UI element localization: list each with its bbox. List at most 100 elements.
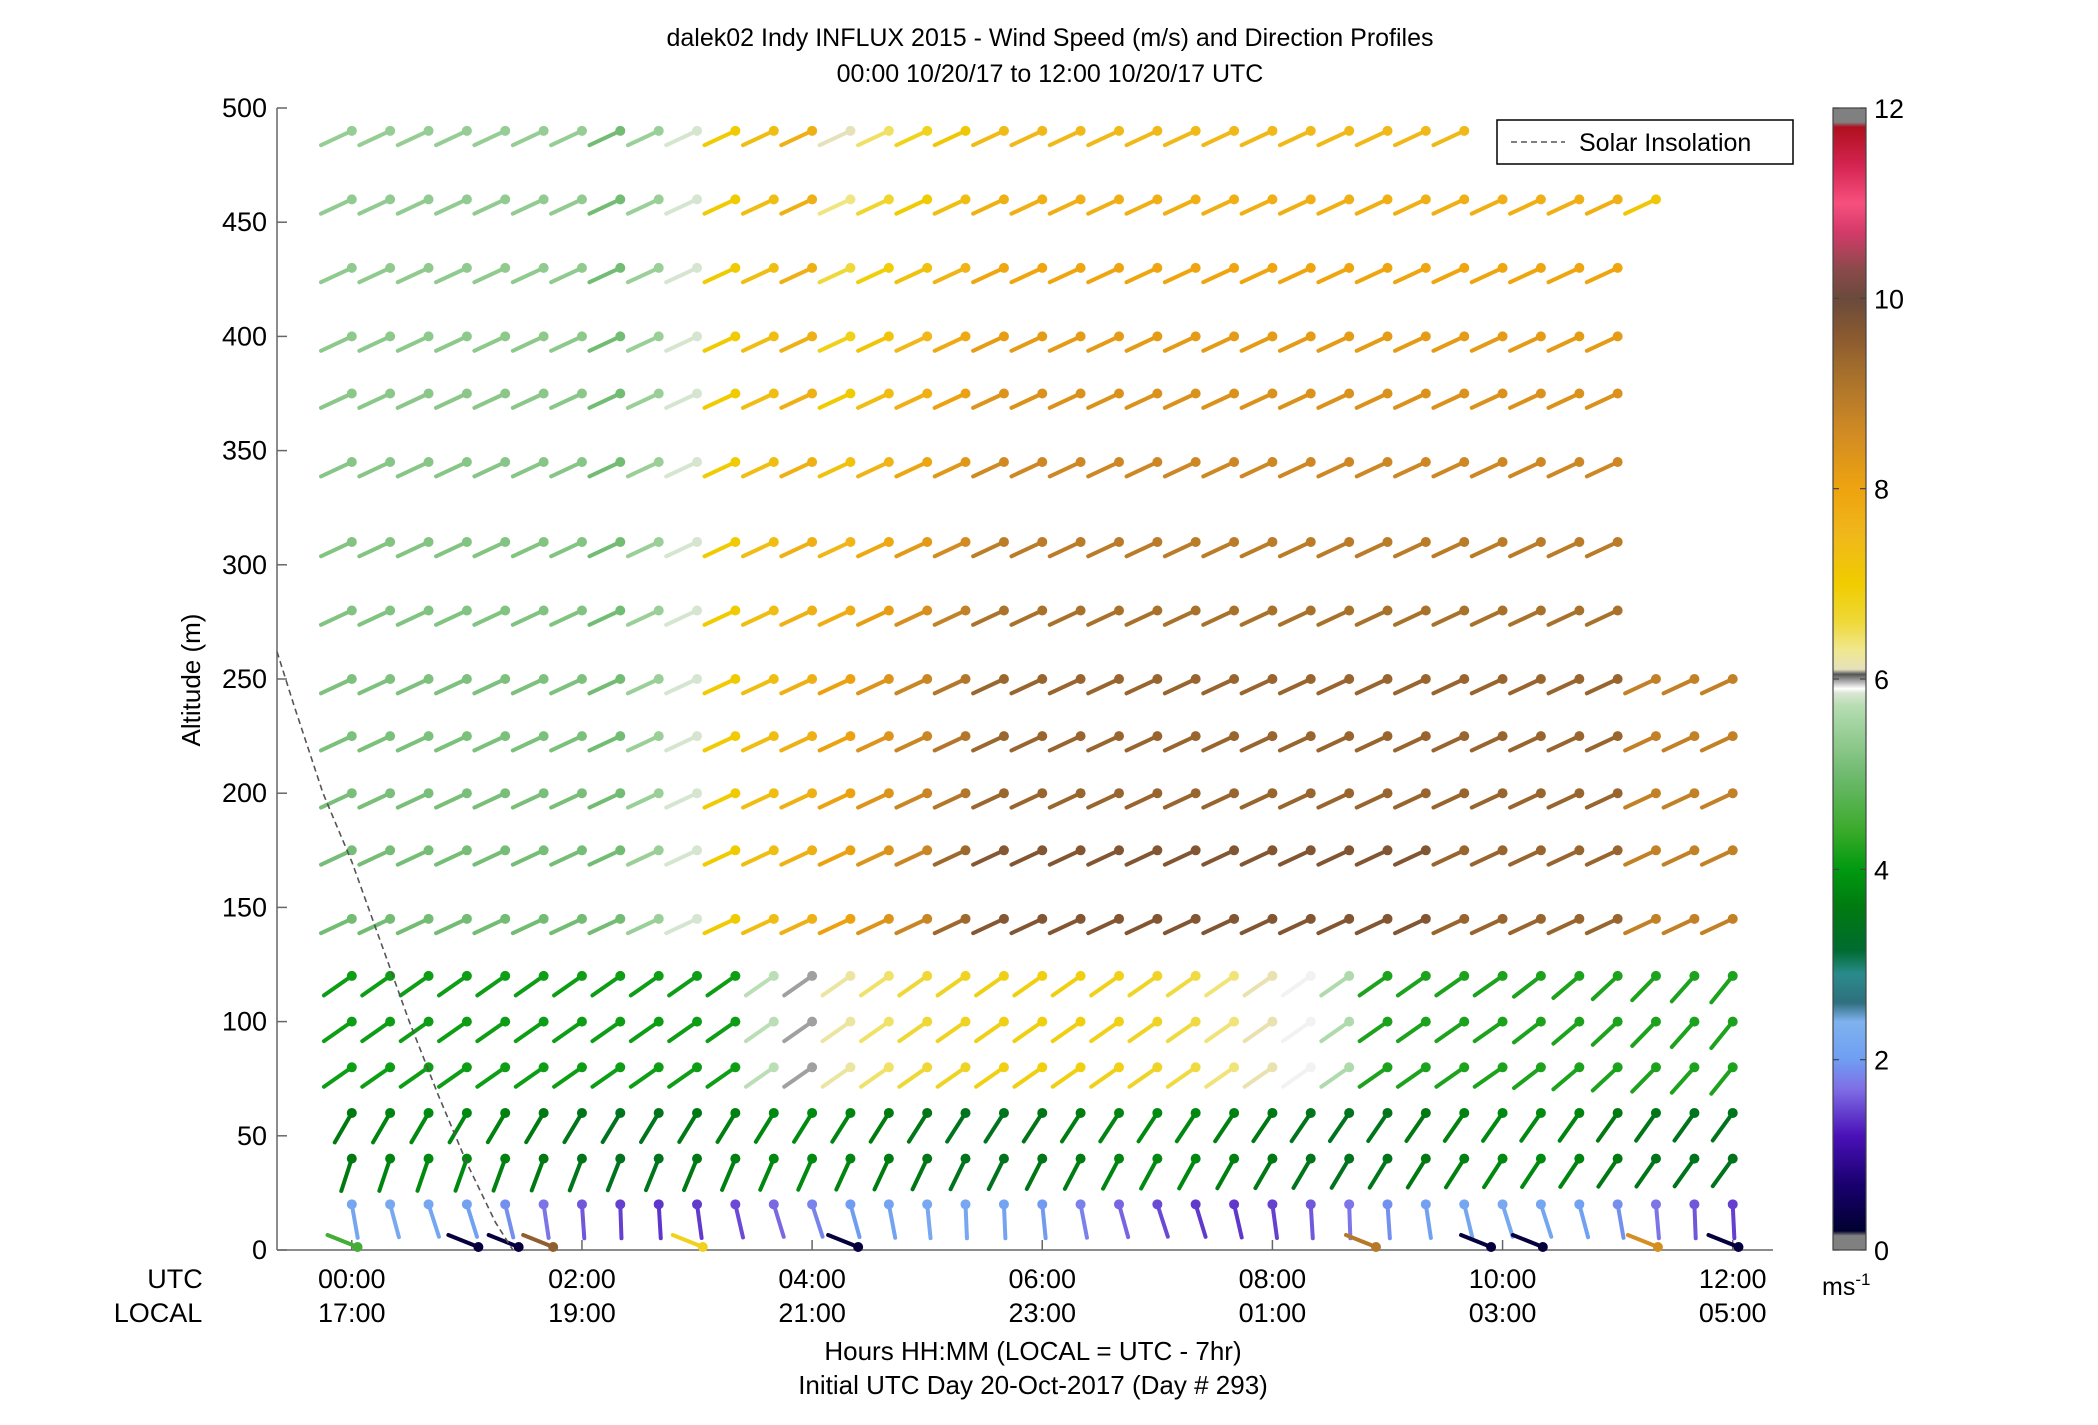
wind-barb <box>1124 608 1160 627</box>
wind-barb-head <box>461 605 472 616</box>
wind-barb-head <box>1612 1062 1623 1073</box>
wind-barb-head <box>500 674 511 684</box>
wind-barb-head <box>1574 1199 1585 1210</box>
wind-barb-head <box>1305 1153 1316 1164</box>
wind-barb-head <box>346 388 357 399</box>
wind-barb <box>1431 734 1467 753</box>
wind-barb-head <box>883 674 894 684</box>
wind-barb <box>1395 1019 1428 1044</box>
wind-barb-head <box>653 262 664 273</box>
wind-barb-head <box>1344 536 1355 547</box>
wind-barb <box>894 128 930 148</box>
wind-barb-head <box>1037 536 1048 547</box>
wind-barb-head <box>1497 1153 1508 1164</box>
wind-barb <box>1508 916 1543 936</box>
wind-barb <box>1021 1110 1045 1144</box>
y-tick-label: 300 <box>222 550 267 580</box>
wind-barb-head <box>461 731 472 742</box>
wind-barb <box>702 791 738 810</box>
wind-barb-head <box>922 1107 933 1118</box>
wind-barb-head <box>1535 970 1546 981</box>
wind-barb-head <box>1574 1016 1585 1027</box>
wind-barb-head <box>1037 845 1048 856</box>
wind-barb-head <box>1535 845 1546 856</box>
wind-barb-head <box>922 1199 933 1210</box>
wind-barb <box>318 197 354 216</box>
wind-barb-head <box>998 457 1009 468</box>
wind-barb <box>472 916 508 936</box>
wind-barb <box>1354 197 1390 216</box>
wind-barb-head <box>807 788 818 799</box>
wind-barb-head <box>538 1107 549 1118</box>
wind-barb-head <box>768 331 779 342</box>
wind-barb <box>388 1202 401 1240</box>
wind-barb <box>1538 1202 1554 1239</box>
wind-barb <box>1623 734 1658 753</box>
wind-barb <box>1009 539 1045 559</box>
wind-barb-head <box>538 1199 549 1210</box>
wind-barb-head <box>576 1016 587 1027</box>
wind-barb-head <box>615 1153 626 1164</box>
wind-barb-head <box>1420 731 1431 742</box>
wind-barb <box>1623 197 1658 216</box>
wind-barb-head <box>768 1153 779 1164</box>
wind-barb <box>1251 1110 1275 1144</box>
wind-barb-head <box>1152 1016 1163 1027</box>
wind-barb <box>1623 848 1658 867</box>
wind-barb <box>587 334 623 353</box>
wind-barb <box>1329 1156 1352 1190</box>
surface-wind-barb <box>521 1233 556 1249</box>
wind-barb-head <box>1650 1062 1661 1073</box>
wind-barb-head <box>385 845 396 856</box>
wind-barb <box>510 916 546 936</box>
wind-barb <box>549 848 584 867</box>
wind-barb-head <box>1190 1107 1201 1118</box>
wind-barb-head <box>998 913 1009 924</box>
wind-barb-head <box>730 1199 741 1210</box>
wind-barb-head <box>1382 970 1393 981</box>
wind-barb-head <box>1037 457 1048 468</box>
wind-barb-head <box>346 536 357 547</box>
wind-barb-head <box>1267 1153 1278 1164</box>
wind-barb-head <box>1459 1016 1470 1027</box>
wind-barb-head <box>385 913 396 924</box>
wind-barb-head <box>576 731 587 742</box>
wind-barb <box>1253 1156 1275 1191</box>
wind-barb <box>782 1065 815 1089</box>
wind-barb-head <box>1497 1107 1508 1118</box>
wind-barb-head <box>692 388 703 399</box>
wind-barb-head <box>461 970 472 981</box>
wind-barb-head <box>998 731 1009 742</box>
wind-barb-head <box>1229 788 1240 799</box>
wind-barb <box>464 1202 479 1239</box>
wind-barb-head <box>1382 845 1393 856</box>
wind-barb-head <box>922 788 933 799</box>
wind-barb <box>510 539 546 559</box>
wind-barb-head <box>1229 1062 1240 1073</box>
y-tick-label: 250 <box>222 664 267 694</box>
wind-barb <box>437 973 469 998</box>
wind-barb-head <box>1497 331 1508 342</box>
wind-barb <box>1584 608 1620 627</box>
wind-barb <box>590 973 623 998</box>
wind-barb <box>1431 608 1467 627</box>
wind-barb <box>948 1156 968 1192</box>
wind-barb <box>1277 608 1313 627</box>
wind-barb <box>1239 265 1275 285</box>
wind-barb <box>1630 1019 1658 1048</box>
wind-barb-head <box>1574 970 1585 981</box>
wind-barb-head <box>1114 970 1125 981</box>
wind-barb-head <box>1420 605 1431 616</box>
wind-barb <box>587 265 623 285</box>
wind-barb <box>415 1156 431 1193</box>
wind-barb-head <box>1075 1107 1086 1118</box>
wind-barb-head <box>615 845 626 856</box>
wind-barb-head <box>730 788 741 799</box>
wind-barb <box>377 1156 393 1193</box>
wind-barb-head <box>1114 331 1125 342</box>
wind-barb <box>817 848 853 867</box>
wind-barb-head <box>1727 1199 1738 1210</box>
wind-barb-head <box>423 388 434 399</box>
wind-barb-head <box>1574 788 1585 799</box>
x-tick-label-local: 03:00 <box>1469 1298 1537 1328</box>
